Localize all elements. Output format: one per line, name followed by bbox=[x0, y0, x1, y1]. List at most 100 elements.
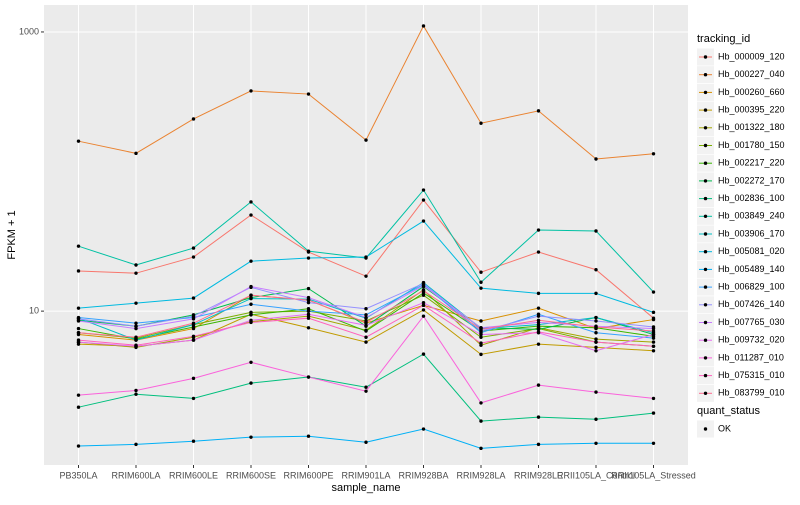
legend-point bbox=[703, 108, 708, 112]
x-tick-label: RRIM928LA bbox=[456, 470, 505, 480]
x-tick-label: RRIM928BA bbox=[398, 470, 448, 480]
legend-point bbox=[703, 285, 708, 289]
data-point bbox=[306, 309, 311, 313]
data-point bbox=[134, 271, 138, 275]
legend-label: Hb_011287_010 bbox=[718, 352, 784, 362]
data-point bbox=[76, 326, 81, 331]
data-point bbox=[421, 24, 426, 28]
data-point bbox=[134, 392, 138, 396]
data-point bbox=[479, 327, 483, 332]
data-point bbox=[594, 345, 598, 350]
data-point bbox=[76, 405, 81, 409]
data-point bbox=[306, 92, 311, 96]
data-point bbox=[306, 286, 311, 291]
data-point bbox=[191, 396, 196, 401]
data-point bbox=[364, 323, 368, 328]
data-point bbox=[249, 89, 253, 93]
data-point bbox=[249, 320, 253, 325]
legend-point bbox=[703, 232, 708, 236]
data-point bbox=[651, 317, 656, 322]
data-point bbox=[249, 313, 253, 317]
data-point bbox=[421, 352, 426, 356]
y-tick-label: 10 bbox=[29, 306, 39, 316]
x-tick-label: PB350LA bbox=[59, 470, 97, 480]
data-point bbox=[191, 338, 196, 342]
legend-label: Hb_005489_140 bbox=[718, 264, 785, 274]
data-point bbox=[191, 376, 196, 381]
data-point bbox=[536, 415, 541, 419]
data-point bbox=[536, 342, 541, 346]
legend-label: Hb_009732_020 bbox=[718, 335, 785, 345]
data-point bbox=[594, 337, 598, 341]
data-point bbox=[536, 318, 541, 322]
data-point bbox=[306, 295, 311, 300]
legend-label: Hb_007426_140 bbox=[718, 299, 785, 309]
legend-point bbox=[703, 267, 708, 272]
data-point bbox=[191, 321, 196, 325]
data-point bbox=[421, 303, 426, 308]
legend-label: Hb_005081_020 bbox=[718, 246, 785, 256]
data-point bbox=[364, 320, 368, 325]
data-point bbox=[76, 331, 81, 335]
data-point bbox=[306, 298, 311, 302]
data-point bbox=[191, 255, 196, 259]
data-point bbox=[651, 329, 656, 333]
data-point bbox=[249, 213, 253, 217]
data-point bbox=[594, 268, 598, 272]
data-point bbox=[594, 349, 598, 353]
data-point bbox=[306, 326, 311, 330]
data-point bbox=[594, 157, 598, 161]
data-point bbox=[191, 314, 196, 318]
data-point bbox=[651, 310, 656, 315]
data-point bbox=[249, 200, 253, 204]
data-point bbox=[479, 341, 483, 345]
shape-legend-title: quant_status bbox=[697, 405, 760, 417]
data-point bbox=[594, 331, 598, 335]
data-point bbox=[651, 396, 656, 401]
data-point bbox=[134, 343, 138, 347]
data-point bbox=[594, 340, 598, 344]
data-point bbox=[306, 249, 311, 253]
data-point bbox=[306, 300, 311, 305]
data-point bbox=[191, 246, 196, 250]
data-point bbox=[134, 442, 138, 447]
data-point bbox=[364, 440, 368, 444]
data-point bbox=[134, 388, 138, 393]
legend-point bbox=[703, 143, 708, 148]
data-point bbox=[594, 441, 598, 446]
data-point bbox=[536, 327, 541, 332]
data-point bbox=[421, 314, 426, 318]
data-point bbox=[249, 302, 253, 306]
x-tick-label: RRIM928LE bbox=[514, 470, 563, 480]
x-tick-label: RRIM600PE bbox=[283, 470, 333, 480]
data-point bbox=[651, 332, 656, 337]
data-point bbox=[364, 313, 368, 317]
legend-label: Hb_000395_220 bbox=[718, 104, 785, 114]
data-point bbox=[249, 310, 253, 315]
data-point bbox=[306, 256, 311, 260]
data-point bbox=[76, 306, 81, 310]
data-point bbox=[134, 301, 138, 305]
legend-point bbox=[703, 73, 708, 77]
data-point bbox=[536, 250, 541, 254]
data-point bbox=[76, 269, 81, 273]
data-point bbox=[249, 381, 253, 385]
data-point bbox=[536, 314, 541, 318]
legend-point bbox=[703, 391, 708, 395]
legend-point bbox=[703, 356, 708, 360]
legend-label: Hb_001322_180 bbox=[718, 122, 785, 132]
data-point bbox=[134, 335, 138, 339]
data-point bbox=[364, 138, 368, 142]
data-point bbox=[479, 332, 483, 337]
data-point bbox=[134, 321, 138, 325]
legend-label: Hb_003849_240 bbox=[718, 211, 785, 221]
x-tick-label: RRIM600SE bbox=[226, 470, 276, 480]
data-point bbox=[191, 296, 196, 300]
legend-title: tracking_id bbox=[697, 33, 750, 45]
data-point bbox=[421, 284, 426, 288]
x-axis-title: sample_name bbox=[331, 482, 400, 494]
data-point bbox=[536, 383, 541, 387]
data-point bbox=[536, 291, 541, 296]
data-point bbox=[479, 419, 483, 423]
legend-label: Hb_075315_010 bbox=[718, 370, 785, 380]
